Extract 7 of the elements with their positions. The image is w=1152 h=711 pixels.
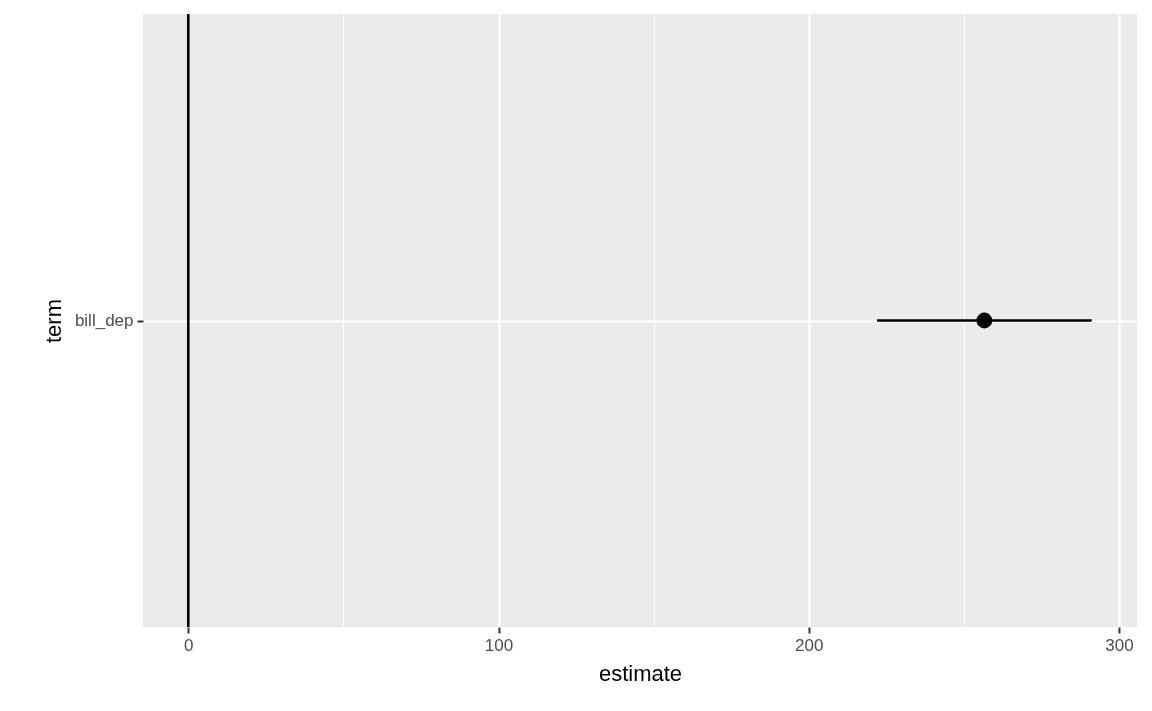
y-axis-title: term — [40, 299, 66, 343]
x-tick-label: 300 — [1105, 635, 1134, 655]
x-tick-label: 200 — [795, 635, 824, 655]
x-tick-label: 0 — [184, 635, 194, 655]
x-tick-label: 100 — [484, 635, 514, 655]
x-axis-title: estimate — [598, 660, 683, 686]
y-tick-label: bill_dep — [74, 311, 134, 330]
